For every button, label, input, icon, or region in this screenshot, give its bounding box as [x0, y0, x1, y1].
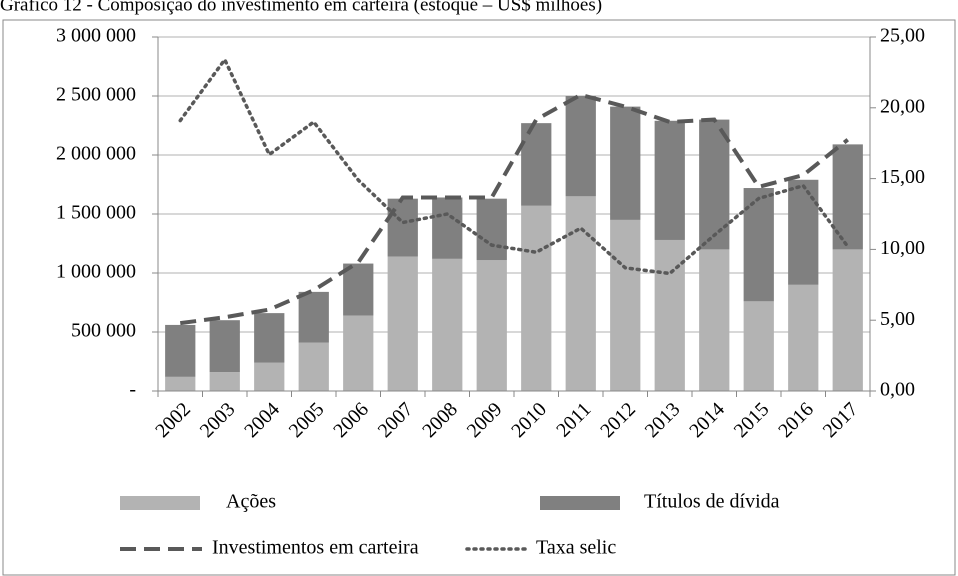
bar — [832, 249, 863, 391]
line-series — [178, 56, 850, 276]
y-tick-label: 2 000 000 — [56, 143, 136, 165]
bar — [254, 313, 285, 363]
x-tick-label: 2015 — [730, 398, 774, 442]
x-tick-label: 2012 — [596, 398, 640, 442]
bar — [521, 205, 552, 391]
bar — [654, 120, 685, 240]
bar — [254, 362, 285, 391]
y2-tick-label: 25,00 — [880, 25, 925, 47]
x-tick-label: 2006 — [329, 398, 373, 442]
x-tick-label: 2003 — [196, 398, 240, 442]
bar — [565, 196, 596, 391]
bar — [298, 342, 329, 391]
y-tick-label: 1 500 000 — [56, 202, 136, 224]
bar — [788, 179, 819, 285]
y2-tick-label: 20,00 — [880, 95, 925, 117]
legend-label: Ações — [226, 491, 276, 513]
bar — [521, 123, 552, 206]
bar — [387, 256, 418, 391]
legend-label: Títulos de dívida — [644, 491, 780, 513]
y-tick-label: 1 000 000 — [56, 261, 136, 283]
y2-tick-label: 15,00 — [880, 166, 925, 188]
bar — [432, 197, 463, 259]
bar — [476, 260, 507, 391]
x-tick-label: 2014 — [685, 398, 729, 442]
x-tick-label: 2017 — [819, 398, 863, 442]
bar — [788, 284, 819, 391]
x-tick-label: 2009 — [463, 398, 507, 442]
bar — [743, 301, 774, 391]
chart-title: Gráfico 12 - Composição do investimento … — [0, 0, 602, 15]
bar — [209, 372, 240, 391]
bar — [432, 258, 463, 391]
bar — [165, 324, 196, 377]
bar — [610, 219, 641, 391]
y2-tick-label: 10,00 — [880, 237, 925, 259]
legend-swatch — [540, 496, 620, 510]
bar — [387, 198, 418, 257]
x-tick-label: 2008 — [418, 398, 462, 442]
x-tick-label: 2007 — [374, 398, 418, 442]
bar — [343, 263, 374, 316]
x-tick-label: 2016 — [774, 398, 818, 442]
bar — [565, 96, 596, 197]
legend-swatch — [120, 496, 200, 510]
bar — [699, 249, 730, 391]
bar — [654, 239, 685, 391]
y-tick-label: - — [129, 379, 136, 401]
x-tick-label: 2013 — [641, 398, 685, 442]
x-tick-label: 2005 — [285, 398, 329, 442]
bar — [610, 106, 641, 220]
bar — [209, 320, 240, 373]
bar — [343, 315, 374, 391]
y-tick-label: 3 000 000 — [56, 25, 136, 47]
legend-label: Investimentos em carteira — [212, 537, 419, 559]
x-tick-label: 2002 — [151, 398, 195, 442]
y-tick-label: 500 000 — [71, 320, 136, 342]
y-tick-label: 2 500 000 — [56, 84, 136, 106]
x-tick-label: 2010 — [507, 398, 551, 442]
y2-tick-label: 0,00 — [880, 379, 915, 401]
chart-border — [2, 19, 956, 576]
bar — [298, 291, 329, 343]
y2-tick-label: 5,00 — [880, 308, 915, 330]
legend-label: Taxa selic — [536, 537, 616, 559]
bar — [165, 376, 196, 391]
bar — [476, 198, 507, 261]
bar — [743, 188, 774, 302]
line-series — [179, 92, 849, 326]
x-tick-label: 2004 — [240, 398, 284, 442]
x-tick-label: 2011 — [552, 398, 595, 441]
